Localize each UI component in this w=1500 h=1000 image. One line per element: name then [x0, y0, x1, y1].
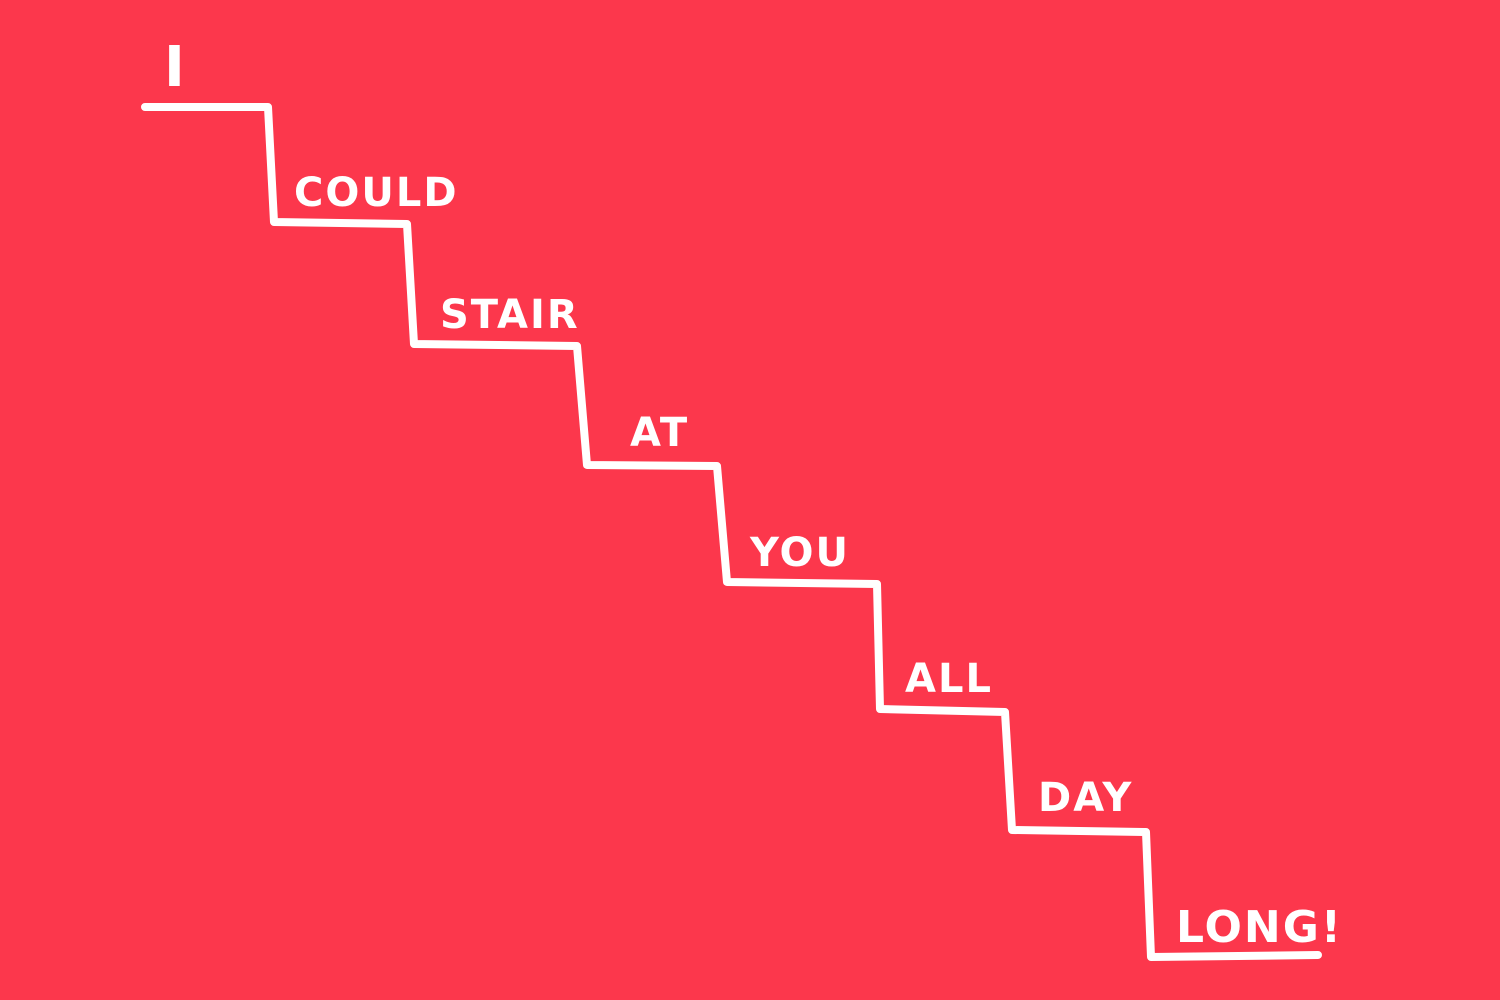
word-day: DAY [1038, 775, 1133, 821]
word-all: ALL [905, 656, 993, 702]
word-you: YOU [749, 530, 850, 576]
word-at: AT [630, 410, 689, 456]
word-stair: STAIR [440, 292, 580, 338]
word-could: COULD [294, 170, 459, 216]
word-long: LONG! [1176, 902, 1343, 953]
staircase-line [141, 103, 1322, 961]
word-i: I [164, 35, 185, 100]
